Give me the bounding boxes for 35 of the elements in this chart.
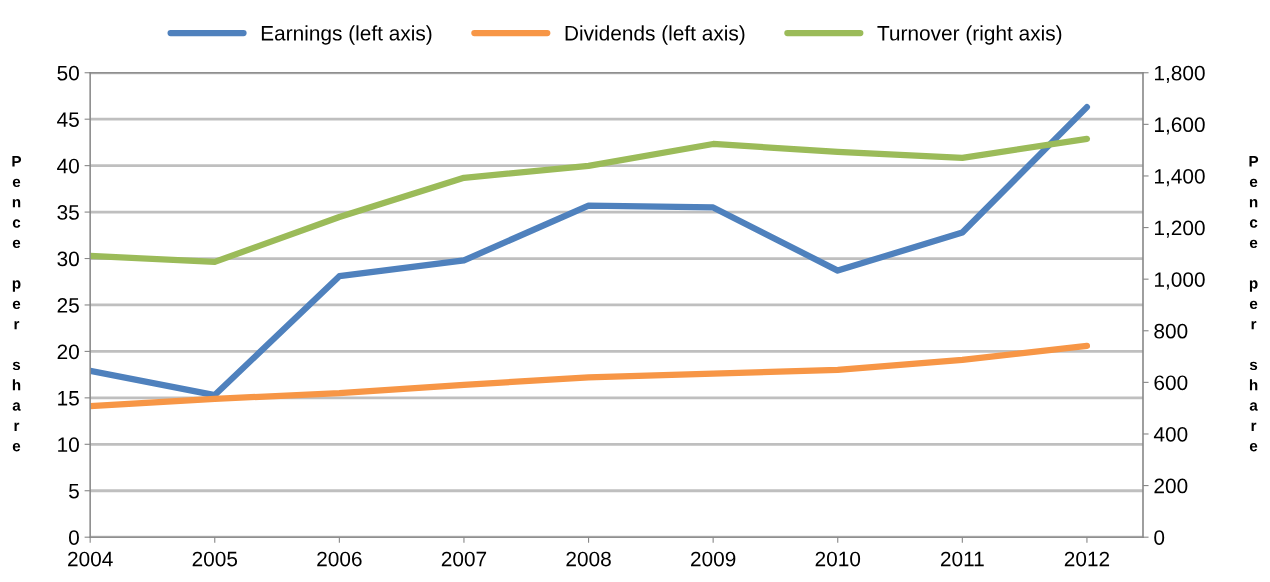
y-tick-label: 0	[68, 530, 79, 545]
x-tick-label: 2010	[815, 551, 861, 567]
y-tick-label: 10	[58, 437, 79, 453]
x-tick-label: 2009	[691, 551, 736, 567]
y-tick-label: 45	[57, 112, 79, 127]
y2-tick-label: 200	[1154, 478, 1188, 494]
x-tick-label: 2007	[441, 551, 487, 567]
y-tick-label: 25	[57, 297, 79, 313]
y2-tick-label: 1,200	[1155, 220, 1205, 238]
x-tick-label: 2004	[68, 551, 113, 567]
legend-label: Earnings (left axis)	[261, 25, 432, 45]
y-tick-label: 35	[57, 205, 79, 220]
legend-label: Dividends (left axis)	[565, 25, 745, 45]
y2-tick-label: 1,400	[1155, 168, 1205, 187]
legend-label: Turnover (right axis)	[877, 25, 1062, 45]
y2-tick-label: 1,600	[1155, 117, 1205, 135]
y2-tick-label: 0	[1154, 530, 1165, 545]
x-tick-label: 2011	[940, 551, 984, 567]
y-tick-label: 5	[69, 483, 79, 499]
y-tick-label: 30	[57, 251, 79, 267]
x-tick-label: 2005	[192, 551, 238, 567]
text: Pence per share	[1249, 156, 1259, 452]
y2-tick-label: 800	[1154, 323, 1188, 339]
y2-tick-label: 1,800	[1155, 65, 1205, 83]
x-tick-label: 2008	[566, 551, 611, 567]
x-tick-label: 2012	[1064, 551, 1110, 567]
y-tick-label: 40	[57, 158, 79, 174]
y-tick-label: 20	[57, 344, 79, 360]
text: Pence per share	[12, 156, 22, 452]
y2-tick-label: 1,000	[1155, 272, 1205, 290]
y-tick-label: 50	[57, 65, 79, 81]
x-tick-label: 2006	[317, 551, 362, 567]
y2-tick-label: 600	[1154, 375, 1188, 391]
y2-tick-label: 400	[1153, 426, 1188, 442]
y-tick-label: 15	[58, 391, 79, 406]
